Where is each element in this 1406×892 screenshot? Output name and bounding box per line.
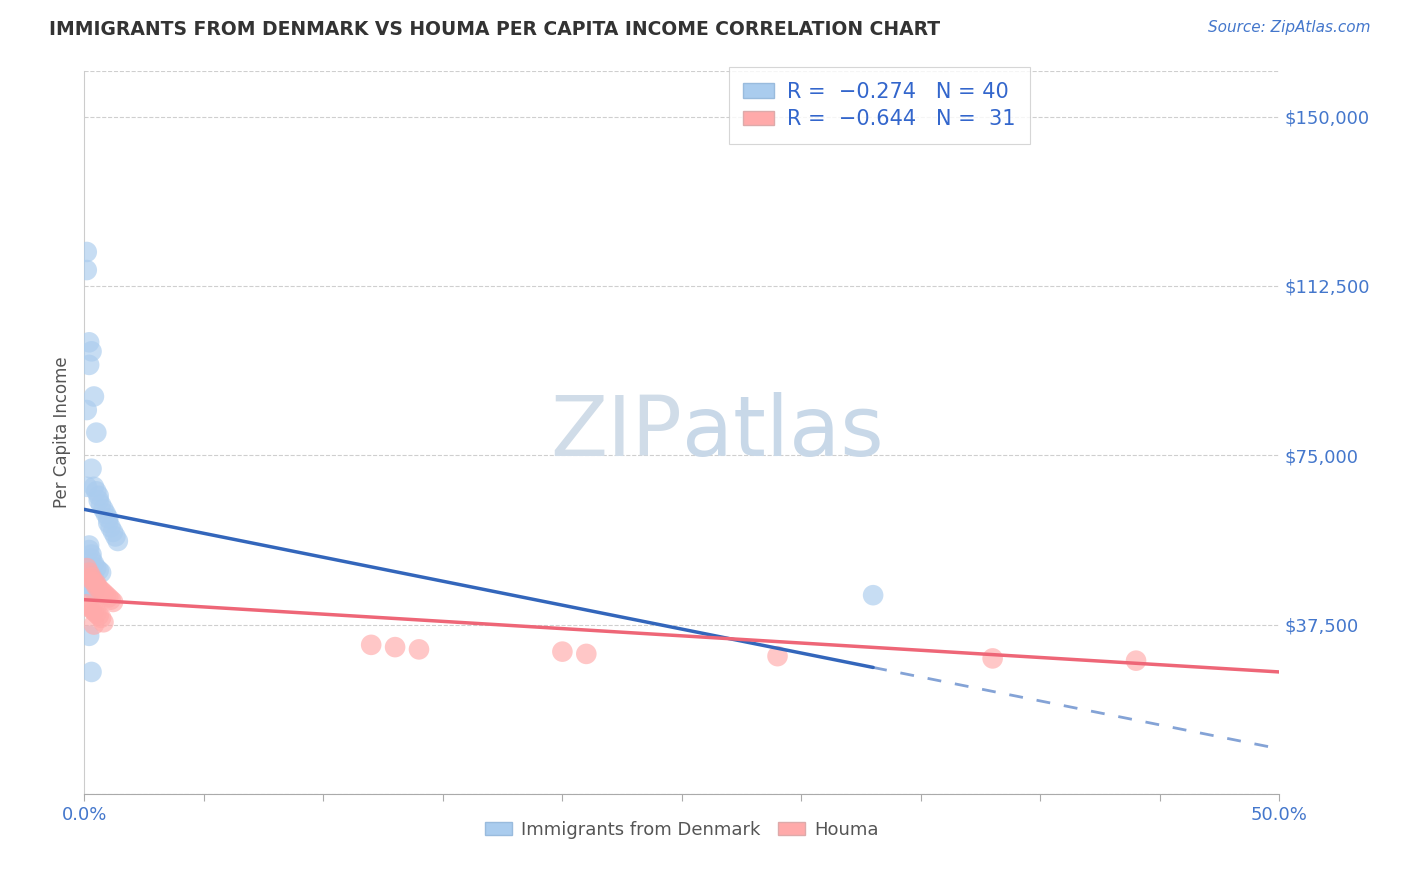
Point	[76, 480, 98, 494]
Point	[83, 389, 105, 403]
Text: atlas: atlas	[682, 392, 883, 473]
Point	[93, 502, 115, 516]
Point	[80, 570, 103, 584]
Point	[1125, 654, 1147, 668]
Point	[86, 425, 108, 440]
Point	[77, 567, 100, 582]
Point	[551, 645, 574, 659]
Point	[90, 611, 112, 625]
Point	[77, 629, 100, 643]
Point	[862, 588, 884, 602]
Point	[76, 403, 98, 417]
Point	[80, 462, 103, 476]
Point	[87, 493, 110, 508]
Point	[76, 263, 98, 277]
Point	[87, 582, 110, 596]
Point	[77, 599, 100, 614]
Point	[76, 597, 98, 611]
Point	[766, 649, 789, 664]
Point	[80, 573, 103, 587]
Point	[83, 480, 105, 494]
Point	[83, 583, 105, 598]
Point	[101, 595, 124, 609]
Point	[83, 604, 105, 618]
Text: ZIP: ZIP	[550, 392, 682, 473]
Point	[77, 566, 100, 580]
Point	[87, 563, 110, 577]
Point	[77, 539, 100, 553]
Point	[100, 520, 122, 534]
Point	[107, 533, 129, 548]
Point	[77, 358, 100, 372]
Point	[408, 642, 430, 657]
Point	[76, 244, 98, 259]
Point	[575, 647, 598, 661]
Y-axis label: Per Capita Income: Per Capita Income	[53, 357, 72, 508]
Point	[100, 592, 122, 607]
Point	[86, 484, 108, 499]
Legend: Immigrants from Denmark, Houma: Immigrants from Denmark, Houma	[478, 814, 886, 847]
Point	[90, 498, 112, 512]
Point	[981, 651, 1004, 665]
Point	[86, 561, 108, 575]
Point	[384, 640, 406, 654]
Point	[83, 557, 105, 571]
Point	[80, 344, 103, 359]
Point	[83, 574, 105, 589]
Point	[93, 586, 115, 600]
Point	[86, 607, 108, 621]
Point	[80, 665, 103, 679]
Point	[97, 591, 120, 605]
Point	[77, 579, 100, 593]
Point	[77, 543, 100, 558]
Point	[90, 583, 112, 598]
Point	[86, 577, 108, 591]
Point	[80, 601, 103, 615]
Point	[94, 588, 117, 602]
Point	[101, 524, 124, 539]
Point	[80, 582, 103, 596]
Point	[90, 566, 112, 580]
Point	[83, 617, 105, 632]
Point	[86, 579, 108, 593]
Point	[83, 573, 105, 587]
Point	[76, 561, 98, 575]
Point	[77, 335, 100, 350]
Point	[360, 638, 382, 652]
Point	[87, 489, 110, 503]
Point	[93, 615, 115, 630]
Text: IMMIGRANTS FROM DENMARK VS HOUMA PER CAPITA INCOME CORRELATION CHART: IMMIGRANTS FROM DENMARK VS HOUMA PER CAP…	[49, 20, 941, 38]
Point	[97, 516, 120, 530]
Text: Source: ZipAtlas.com: Source: ZipAtlas.com	[1208, 20, 1371, 35]
Point	[80, 552, 103, 566]
Point	[94, 507, 117, 521]
Point	[80, 570, 103, 584]
Point	[97, 511, 120, 525]
Point	[104, 529, 127, 543]
Point	[80, 548, 103, 562]
Point	[87, 608, 110, 623]
